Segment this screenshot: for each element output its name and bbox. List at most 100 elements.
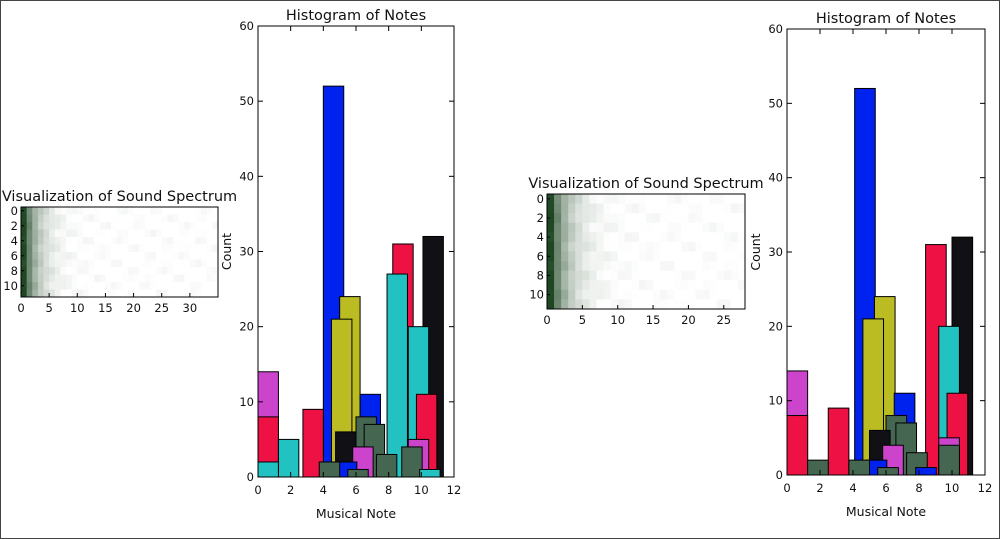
heatmap-cell — [189, 259, 196, 268]
heatmap-cell — [653, 213, 661, 224]
heatmap-cell — [133, 282, 140, 290]
heatmap-cell — [617, 270, 626, 281]
heatmap-cell — [631, 241, 640, 252]
heatmap-cell — [105, 207, 112, 215]
heatmap-cell — [561, 270, 569, 281]
heatmap-cell — [167, 274, 174, 283]
heatmap-cell — [161, 222, 168, 230]
heatmap-cell — [122, 229, 129, 238]
heatmap-cell — [730, 270, 739, 281]
heatmap-cell — [667, 241, 675, 252]
heatmap-cell — [201, 229, 208, 238]
heatmap-cell — [737, 270, 746, 281]
heatmap-cell — [737, 241, 746, 252]
heatmap-cell — [71, 222, 78, 230]
heatmap-cell — [21, 274, 28, 283]
heatmap-cell — [730, 241, 739, 252]
heatmap-cell — [94, 207, 101, 215]
heatmap-cell — [111, 259, 118, 268]
heatmap-cell — [646, 241, 654, 252]
heatmap-cell — [144, 289, 151, 298]
heatmap-cell — [589, 270, 597, 281]
heatmap-cell — [667, 194, 675, 204]
heatmap-cell — [568, 203, 576, 214]
heatmap-cell — [184, 252, 191, 260]
heatmap-cell — [554, 232, 562, 243]
heatmap-cell — [66, 207, 73, 215]
heatmap-cell — [554, 203, 562, 214]
heatmap-cell — [43, 274, 50, 283]
heatmap-cell — [49, 214, 56, 223]
heatmap-cell — [624, 203, 633, 214]
heatmap-cell — [617, 241, 626, 252]
histogram-x-tick-label: 12 — [447, 483, 462, 497]
heatmap-cell — [674, 194, 682, 204]
heatmap-cell — [653, 251, 661, 262]
heatmap-cell — [575, 241, 583, 252]
heatmap-cell — [60, 229, 67, 238]
heatmap-cell — [94, 259, 101, 268]
heatmap-y-tick-label: 0 — [11, 204, 18, 218]
heatmap-cell — [596, 280, 604, 291]
heatmap-cell — [172, 214, 179, 223]
heatmap-cell — [723, 232, 732, 243]
heatmap-cell — [195, 237, 202, 245]
histogram-bar — [318, 461, 341, 478]
heatmap-cell — [156, 259, 163, 268]
heatmap-cell — [206, 214, 213, 223]
heatmap-cell — [66, 229, 73, 238]
heatmap-cell — [32, 237, 39, 245]
histogram-x-axis-label: Musical Note — [846, 504, 927, 519]
heatmap-y-tick-label: 8 — [11, 264, 18, 278]
heatmap-cell — [189, 289, 196, 298]
heatmap-cell — [156, 282, 163, 290]
heatmap-cell — [660, 251, 668, 262]
heatmap-cell — [674, 261, 682, 272]
heatmap-cell — [184, 207, 191, 215]
heatmap-cell — [172, 289, 179, 298]
heatmap-cell — [660, 203, 668, 214]
heatmap-cell — [21, 259, 28, 268]
heatmap-cell — [716, 203, 725, 214]
heatmap-cell — [737, 194, 746, 204]
heatmap-cell — [37, 289, 44, 298]
heatmap-cell — [167, 267, 174, 275]
heatmap-cell — [49, 244, 56, 253]
heatmap-cell — [161, 237, 168, 245]
heatmap-cell — [638, 251, 647, 262]
histogram-bar — [938, 444, 960, 476]
heatmap-cell — [631, 270, 640, 281]
heatmap-cell — [144, 252, 151, 260]
heatmap-cell — [667, 251, 675, 262]
heatmap-cell — [111, 252, 118, 260]
heatmap-cell — [575, 194, 583, 204]
heatmap-cell — [582, 222, 590, 233]
heatmap-cell — [189, 222, 196, 230]
heatmap-cell — [161, 207, 168, 215]
heatmap-cell — [716, 241, 725, 252]
heatmap-cell — [660, 289, 668, 300]
heatmap-cell — [133, 207, 140, 215]
heatmap-cell — [709, 289, 718, 300]
heatmap-cell — [111, 267, 118, 275]
histogram-bar — [257, 461, 279, 478]
heatmap-cell — [77, 222, 84, 230]
heatmap-cell — [77, 282, 84, 290]
heatmap-cell — [178, 252, 185, 260]
heatmap-cell — [547, 213, 555, 224]
heatmap-cell — [150, 252, 157, 260]
histogram-x-tick-label: 0 — [254, 483, 261, 497]
heatmap-cell — [206, 282, 213, 290]
heatmap-cell — [603, 232, 612, 243]
heatmap-cell — [49, 259, 56, 268]
heatmap-cell — [127, 267, 134, 275]
heatmap-cell — [111, 229, 118, 238]
heatmap-cell — [133, 289, 140, 298]
heatmap-cell — [167, 282, 174, 290]
heatmap-cell — [201, 289, 208, 298]
heatmap-cell — [37, 214, 44, 223]
heatmap-cell — [150, 267, 157, 275]
heatmap-cell — [646, 203, 654, 214]
histogram-x-tick-label: 2 — [287, 483, 294, 497]
heatmap-cell — [716, 261, 725, 272]
